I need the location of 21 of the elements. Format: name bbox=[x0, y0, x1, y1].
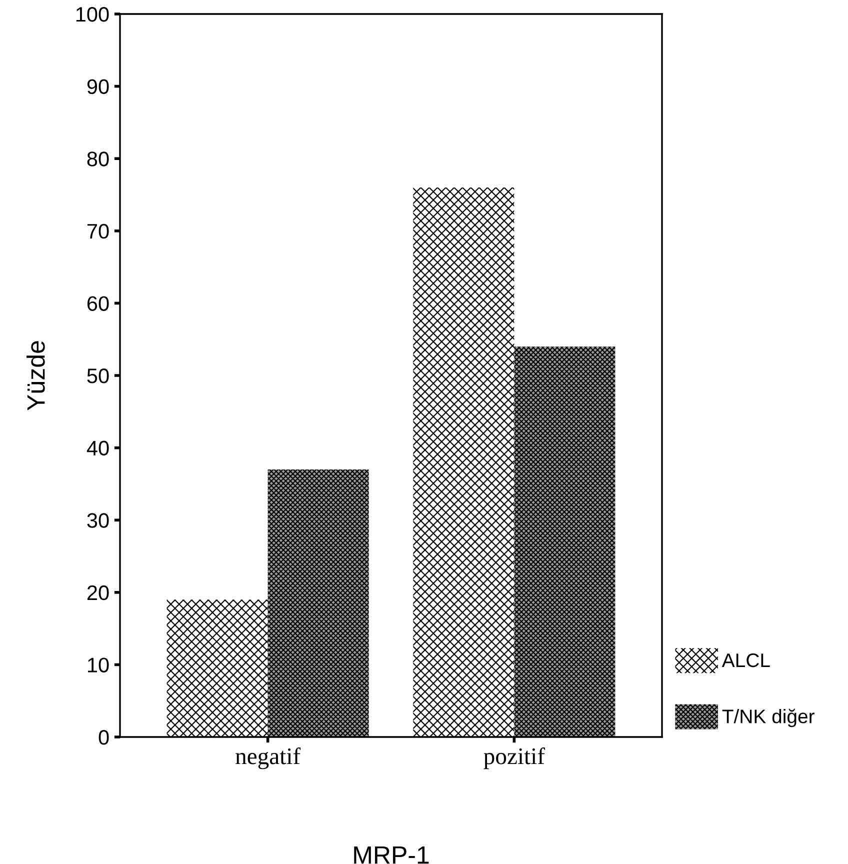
y-tick-label: 90 bbox=[87, 79, 109, 94]
y-tick-label: 100 bbox=[76, 7, 109, 22]
x-axis-title: MRP-1 bbox=[354, 846, 429, 864]
y-tick-label: 50 bbox=[87, 368, 109, 384]
y-tick-label: 80 bbox=[87, 152, 109, 166]
bar bbox=[268, 469, 369, 737]
x-tick-label: negatif bbox=[236, 747, 301, 770]
y-tick-label: 60 bbox=[87, 296, 109, 311]
bar bbox=[166, 600, 268, 737]
y-tick-label: 30 bbox=[87, 513, 109, 528]
y-tick-label: 70 bbox=[87, 224, 109, 239]
bar bbox=[514, 346, 616, 737]
bar bbox=[413, 188, 514, 737]
y-tick-label: 40 bbox=[86, 440, 109, 456]
legend-label: T/NK diğer bbox=[722, 708, 814, 728]
y-tick-label: 10 bbox=[88, 658, 109, 672]
x-tick-label: pozitif bbox=[484, 747, 545, 770]
legend-label: ALCL bbox=[722, 653, 770, 668]
y-tick-label: 0 bbox=[98, 730, 109, 745]
y-axis-title: Yüzde bbox=[26, 341, 45, 410]
y-tick-label: 20 bbox=[87, 585, 109, 600]
